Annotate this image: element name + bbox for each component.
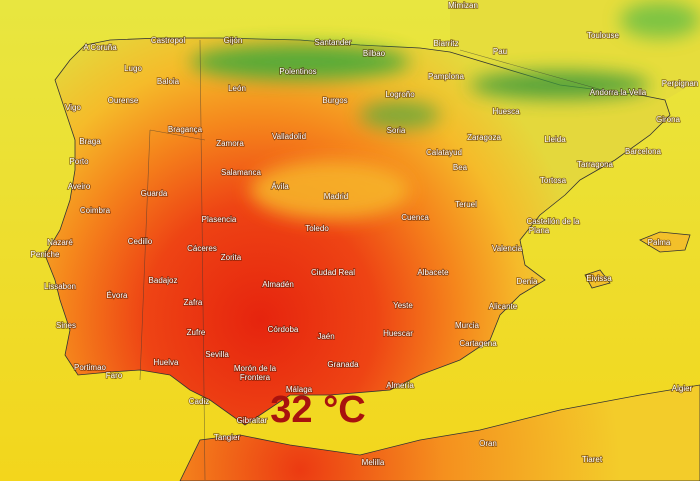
city-label: Madrid: [324, 192, 348, 201]
city-label: Gijón: [224, 36, 243, 45]
city-label: Évora: [107, 291, 128, 300]
city-label: Ourense: [108, 96, 139, 105]
city-label: Gibraltar: [237, 416, 268, 425]
city-label: Porto: [69, 157, 89, 166]
city-label: Palma: [648, 238, 671, 247]
city-label: Biarritz: [434, 39, 459, 48]
city-label: Pamplona: [428, 72, 465, 81]
balearics: [584, 231, 691, 289]
city-label: Valencia: [492, 244, 523, 253]
city-label: Oran: [479, 439, 497, 448]
city-label: Baloia: [157, 77, 180, 86]
city-label: Zafra: [184, 298, 203, 307]
city-label: Murcia: [455, 321, 480, 330]
city-label: Faro: [106, 371, 123, 380]
city-label: Girona: [656, 115, 681, 124]
city-label: Cartagena: [459, 339, 497, 348]
city-label: Soria: [387, 126, 406, 135]
city-label: Granada: [327, 360, 359, 369]
city-label: Frontera: [240, 373, 271, 382]
borders: [139, 39, 621, 481]
city-label: Peniche: [31, 250, 60, 259]
city-label: Bragança: [168, 125, 203, 134]
city-label: Plana: [529, 226, 550, 235]
city-label: Lissabon: [44, 282, 76, 291]
city-label: Valladolid: [272, 132, 306, 141]
city-label: Jaén: [317, 332, 334, 341]
city-label: Huescar: [383, 329, 413, 338]
city-label: Cáceres: [187, 244, 217, 253]
cool-areas: [190, 2, 700, 220]
city-label: Andorra la Vella: [590, 88, 647, 97]
city-label: Vigo: [65, 103, 81, 112]
city-label: Barcelona: [625, 147, 662, 156]
city-label: Eivissa: [586, 274, 612, 283]
city-label: Logroño: [385, 90, 415, 99]
city-label: Zufre: [187, 328, 206, 337]
city-label: Alicante: [489, 302, 518, 311]
city-label: Salamanca: [221, 168, 262, 177]
city-label: Morón de la: [234, 364, 277, 373]
city-label: Burgos: [322, 96, 347, 105]
city-label: Denia: [517, 277, 538, 286]
city-label: Portimao: [74, 363, 107, 372]
city-label: Huelva: [154, 358, 179, 367]
city-label: Polentinos: [279, 67, 316, 76]
city-label: Pau: [493, 47, 507, 56]
city-label: Sines: [56, 321, 76, 330]
temperature: 32 °C: [270, 389, 365, 431]
city-label: Tarragona: [577, 160, 614, 169]
city-label: Braga: [79, 137, 101, 146]
city-label: Melilla: [362, 458, 385, 467]
city-label: Cadiz: [189, 397, 209, 406]
city-label: Málaga: [286, 385, 313, 394]
city-label: Nazaré: [47, 238, 73, 247]
city-label: Mimizan: [448, 1, 478, 10]
city-label: Coimbra: [80, 206, 111, 215]
city-label: Zorita: [221, 253, 242, 262]
city-label: Tiaret: [582, 455, 603, 464]
city-label: Toulouse: [587, 31, 620, 40]
city-label: Albacete: [417, 268, 449, 277]
city-label: Tortosa: [540, 176, 567, 185]
city-label: Almería: [386, 381, 414, 390]
city-label: Aveiro: [68, 182, 91, 191]
city-label: Cuenca: [401, 213, 429, 222]
city-label: Cedillo: [128, 237, 153, 246]
city-label: Badajoz: [149, 276, 178, 285]
city-label: Lleida: [544, 135, 566, 144]
city-label: Calatayud: [426, 148, 462, 157]
city-label: Tangier: [214, 433, 241, 442]
labels: Mimizan Biarritz Pau Toulouse Perpignan Andor…: [30, 0, 699, 468]
city-label: Ávila: [271, 182, 289, 191]
city-label: Toledo: [305, 224, 329, 233]
city-label: Algier: [672, 384, 693, 393]
city-label: Bilbao: [363, 49, 386, 58]
city-label: Teruel: [455, 200, 477, 209]
city-label: Córdoba: [268, 325, 299, 334]
city-label: Almadén: [262, 280, 294, 289]
city-label: Lugo: [124, 64, 142, 73]
city-label: Castropol: [151, 36, 185, 45]
city-label: Santander: [315, 38, 352, 47]
city-label: Guarda: [141, 189, 168, 198]
city-label: León: [228, 84, 246, 93]
city-label: Plasencia: [202, 215, 237, 224]
city-label: Castellón de la: [527, 217, 580, 226]
city-label: Bea: [453, 163, 468, 172]
africa: [179, 384, 700, 481]
city-label: Huesca: [492, 107, 520, 116]
city-label: Zaragoza: [467, 133, 501, 142]
city-label: Sevilla: [205, 350, 229, 359]
city-label: Perpignan: [662, 79, 698, 88]
city-label: Zamora: [216, 139, 244, 148]
city-label: Ciudad Real: [311, 268, 355, 277]
city-label: Yeste: [393, 301, 413, 310]
city-label: A Coruña: [83, 43, 117, 52]
